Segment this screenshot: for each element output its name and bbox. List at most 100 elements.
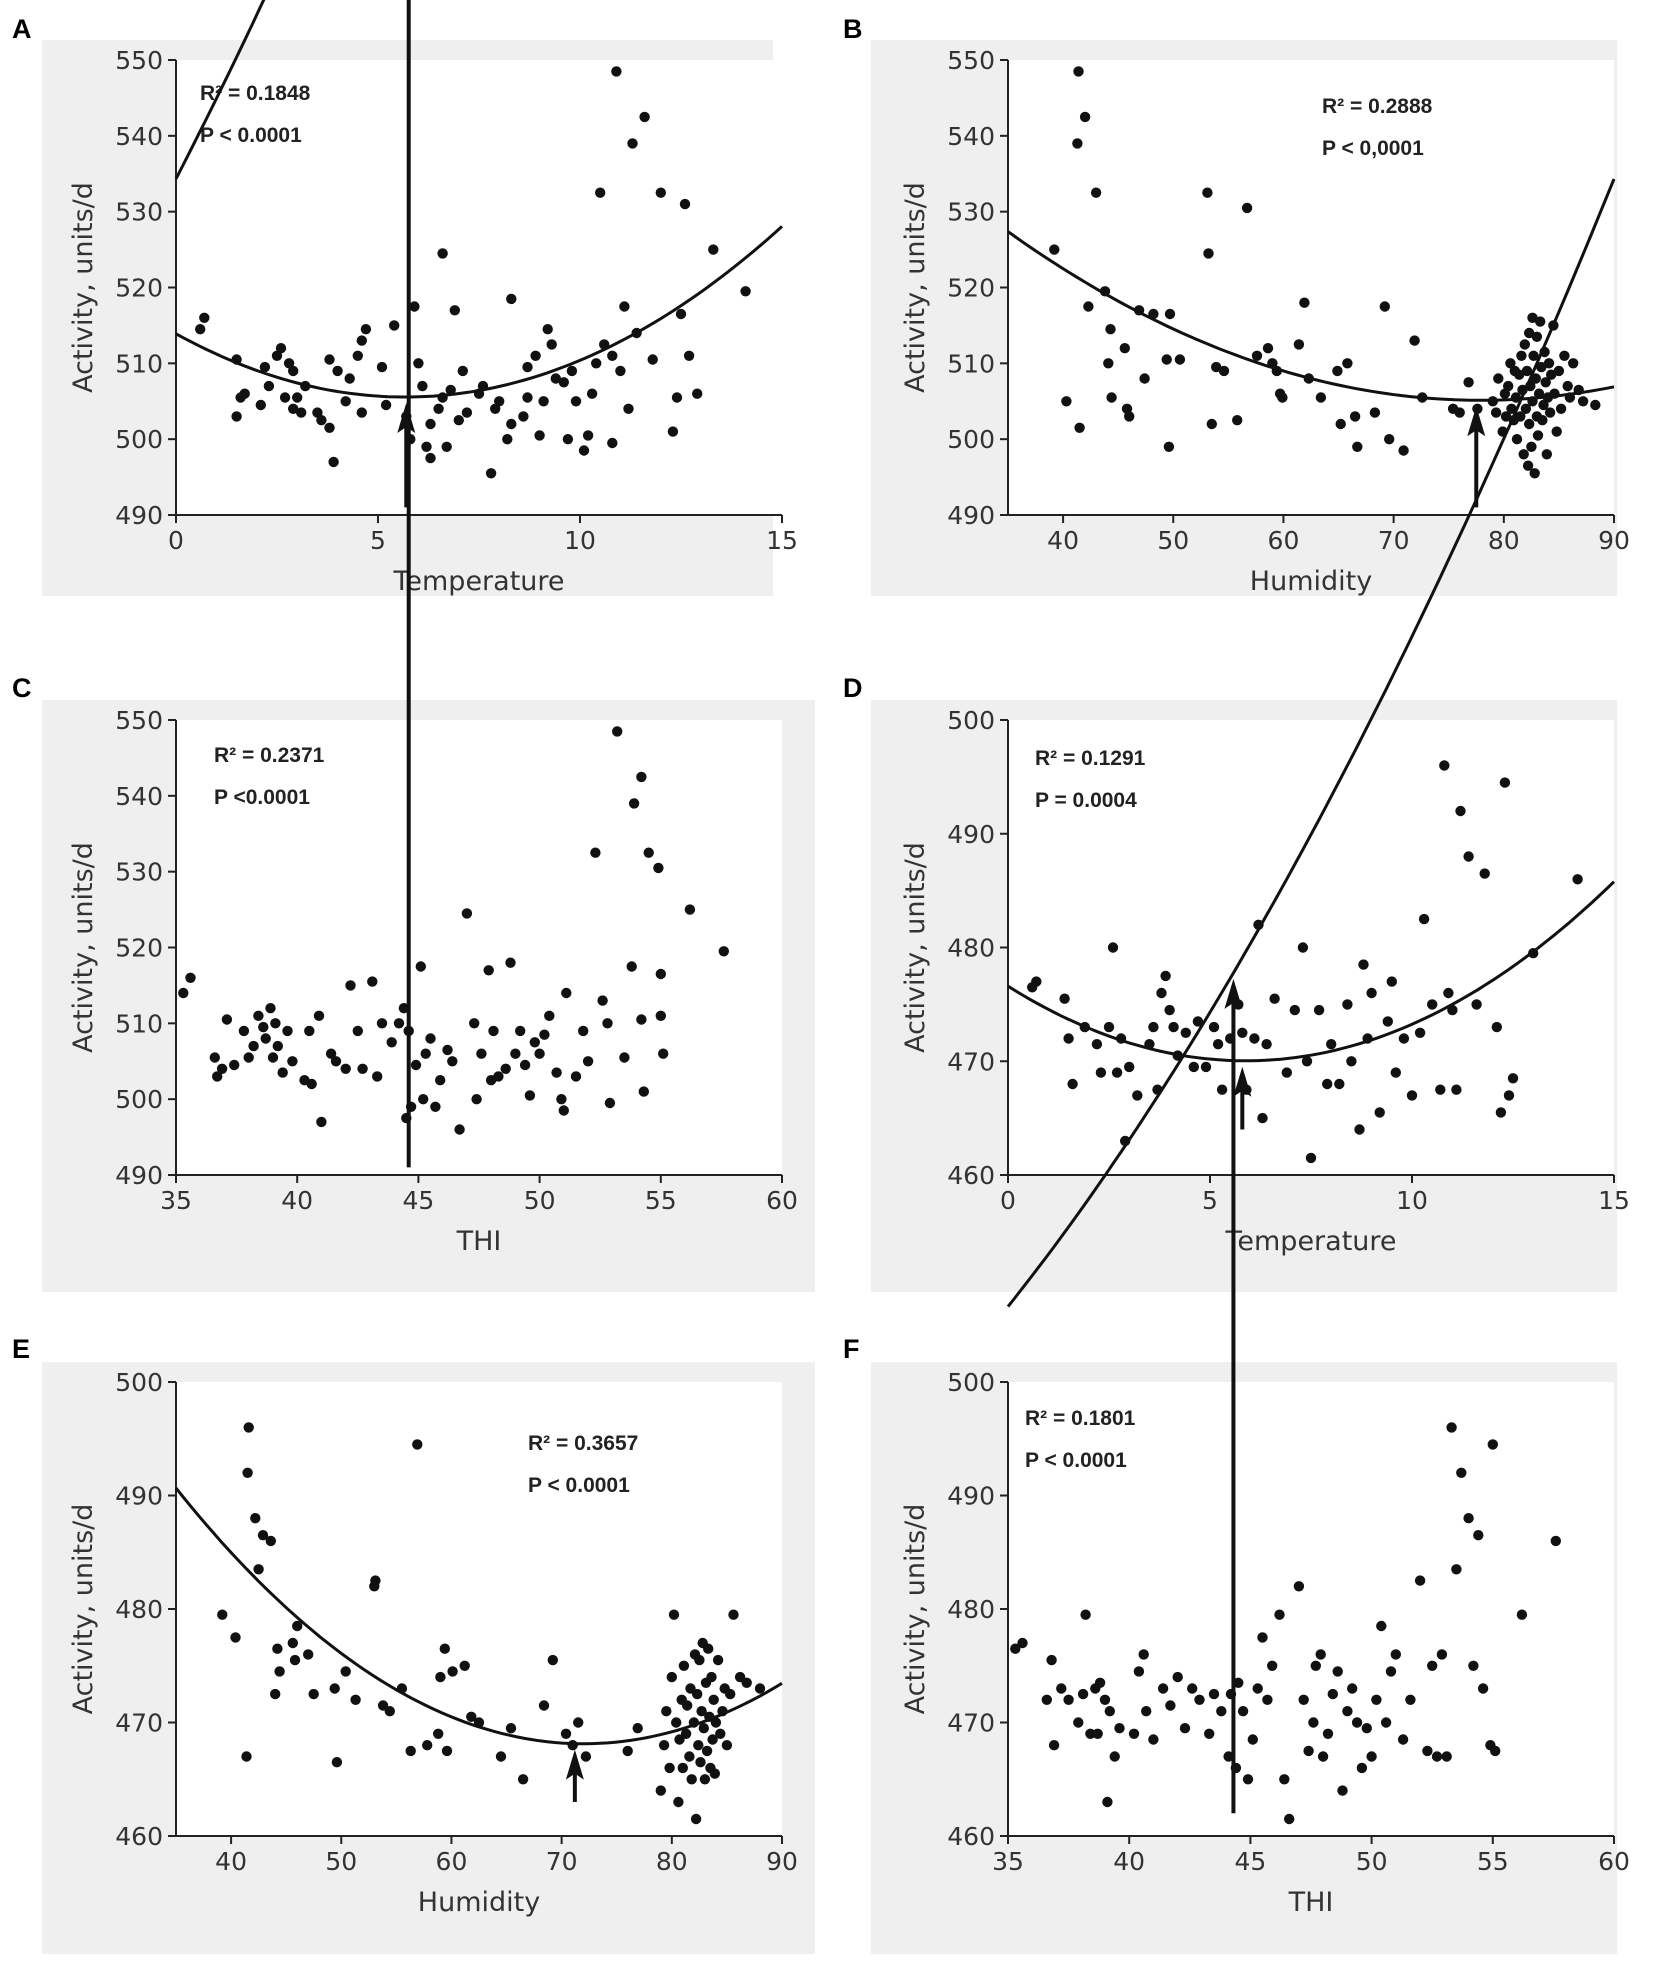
- x-tick-label: 5: [1202, 1186, 1218, 1215]
- data-point: [1124, 1061, 1135, 1073]
- data-point: [1519, 339, 1531, 350]
- data-point: [1257, 1112, 1268, 1124]
- data-point: [1352, 441, 1363, 452]
- data-point: [345, 980, 356, 991]
- p-value-label: P < 0,0001: [1322, 137, 1424, 160]
- y-axis-title: Activity, units/d: [900, 842, 931, 1053]
- y-tick-label: 460: [947, 1822, 995, 1851]
- data-point: [1274, 1609, 1285, 1620]
- data-point: [1518, 449, 1529, 460]
- data-point: [1107, 942, 1119, 953]
- data-point: [231, 411, 242, 422]
- data-point: [1499, 777, 1511, 788]
- data-point: [1551, 426, 1562, 437]
- data-point: [1349, 411, 1361, 422]
- data-point: [1549, 388, 1560, 399]
- data-point: [258, 1021, 269, 1033]
- data-point: [1376, 1620, 1387, 1632]
- data-point: [1106, 392, 1117, 403]
- x-axis-title: Temperature: [1224, 1226, 1396, 1257]
- data-point: [329, 1683, 340, 1694]
- data-point: [1297, 942, 1309, 953]
- data-point: [667, 426, 679, 437]
- data-point: [658, 1740, 670, 1751]
- y-tick-label: 520: [115, 934, 163, 963]
- data-point: [1334, 1078, 1345, 1090]
- data-point: [270, 1018, 281, 1029]
- data-point: [673, 1796, 684, 1808]
- data-point: [1531, 331, 1543, 342]
- data-point: [1095, 1067, 1107, 1078]
- data-point: [1083, 301, 1094, 312]
- data-point: [1180, 1027, 1192, 1039]
- data-point: [265, 1003, 276, 1014]
- data-point: [1528, 350, 1539, 361]
- data-point: [1315, 1649, 1326, 1660]
- data-point: [1247, 1734, 1259, 1745]
- data-point: [260, 1033, 271, 1044]
- data-point: [1103, 358, 1114, 369]
- data-point: [389, 320, 400, 331]
- data-point: [671, 392, 683, 403]
- data-point: [1208, 1688, 1220, 1700]
- data-point: [231, 354, 242, 365]
- data-point: [1109, 1751, 1120, 1762]
- data-point: [471, 1094, 482, 1105]
- data-point: [243, 1422, 254, 1433]
- data-point: [578, 1025, 589, 1037]
- y-tick-label: 470: [947, 1709, 995, 1738]
- data-point: [1564, 392, 1576, 403]
- data-point: [556, 1094, 567, 1105]
- data-point: [287, 1637, 298, 1649]
- data-point: [457, 365, 468, 377]
- data-point: [1371, 1694, 1382, 1706]
- panel-e: E 460 470 480 490 500 40 50 60 70 80 90 Humidity Acti…: [12, 1334, 815, 1954]
- data-point: [461, 407, 473, 418]
- data-point: [1522, 460, 1534, 471]
- data-point: [1535, 316, 1546, 327]
- data-point: [1490, 1745, 1501, 1757]
- data-point: [1493, 373, 1504, 384]
- y-tick-label: 550: [115, 706, 163, 735]
- data-point: [1487, 396, 1499, 407]
- data-point: [1514, 369, 1525, 380]
- data-point: [623, 403, 634, 414]
- data-point: [1473, 1530, 1484, 1541]
- data-point: [447, 1056, 458, 1067]
- data-point: [1418, 913, 1430, 925]
- data-point: [1326, 1039, 1337, 1050]
- data-point: [1017, 1637, 1028, 1649]
- x-tick-label: 90: [1598, 526, 1630, 555]
- data-point: [506, 293, 517, 305]
- data-point: [558, 377, 569, 388]
- data-point: [437, 248, 448, 259]
- data-point: [636, 1014, 647, 1025]
- data-point: [313, 1010, 325, 1021]
- data-point: [1293, 1581, 1305, 1592]
- data-point: [287, 1056, 298, 1067]
- data-point: [1073, 1717, 1084, 1728]
- data-point: [442, 1044, 453, 1056]
- data-point: [1491, 1021, 1503, 1033]
- data-point: [1384, 434, 1395, 445]
- data-point: [524, 1090, 536, 1101]
- data-point: [1102, 1796, 1113, 1808]
- data-point: [483, 965, 494, 976]
- data-point: [217, 1609, 228, 1620]
- data-point: [1049, 244, 1060, 255]
- data-point: [1262, 1694, 1273, 1706]
- data-point: [715, 1728, 726, 1740]
- x-axis-title: THI: [456, 1226, 502, 1257]
- data-point: [1568, 358, 1579, 369]
- plot-area: [176, 1382, 782, 1836]
- data-point: [356, 407, 367, 418]
- data-point: [1281, 1067, 1293, 1078]
- data-point: [1439, 760, 1450, 771]
- data-point: [701, 1745, 713, 1757]
- data-point: [1252, 1683, 1263, 1694]
- data-point: [1527, 312, 1538, 323]
- data-point: [1192, 1016, 1204, 1027]
- data-point: [709, 1768, 720, 1779]
- data-point: [435, 1671, 446, 1683]
- data-point: [1077, 1688, 1089, 1700]
